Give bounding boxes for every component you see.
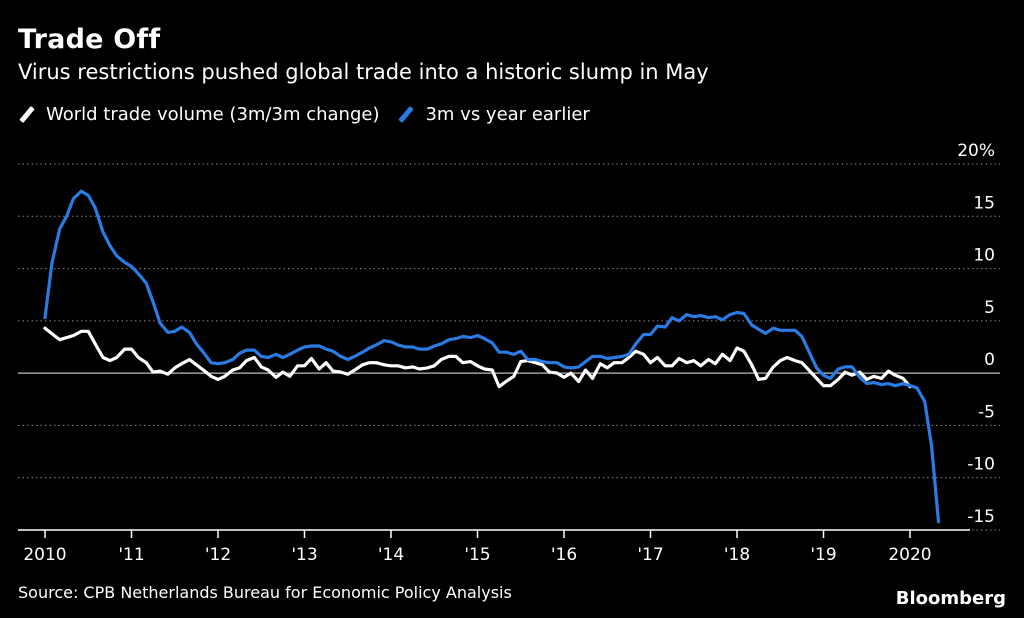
tick-labels: 20% 15 10 5 0 -5 -10 -15 2010 '11 '12 '13 '14 '15 '16 '… (23, 141, 995, 565)
legend-item-year-earlier: 3m vs year earlier (397, 104, 590, 125)
legend-item-world-trade: World trade volume (3m/3m change) (18, 104, 379, 125)
x-tick-label: '12 (205, 545, 231, 565)
x-tick-label: '19 (810, 545, 836, 565)
grid-layer (18, 163, 1000, 531)
series-layer (43, 189, 941, 524)
x-tick-label: '15 (464, 545, 490, 565)
legend: World trade volume (3m/3m change) 3m vs … (18, 104, 608, 125)
y-tick-label: 15 (973, 193, 995, 213)
x-tick-label: '13 (291, 545, 317, 565)
x-axis (18, 529, 970, 538)
x-tick-label: '16 (551, 545, 577, 565)
series-line-world-trade (43, 326, 912, 389)
series-line-year-earlier (43, 189, 941, 524)
x-tick-label: 2020 (888, 545, 931, 565)
legend-label-world-trade: World trade volume (3m/3m change) (46, 104, 380, 125)
y-tick-label: -15 (967, 507, 995, 527)
y-tick-label: -5 (978, 402, 995, 422)
x-tick-label: '14 (378, 545, 404, 565)
y-tick-label: 10 (973, 246, 995, 266)
chart-subtitle: Virus restrictions pushed global trade i… (18, 60, 709, 84)
legend-label-year-earlier: 3m vs year earlier (425, 104, 590, 125)
x-tick-label: '11 (118, 545, 144, 565)
y-tick-label: 5 (984, 298, 995, 318)
x-tick-label: 2010 (23, 545, 66, 565)
source-note: Source: CPB Netherlands Bureau for Econo… (18, 583, 512, 602)
bloomberg-logo: Bloomberg (895, 588, 1006, 609)
y-tick-label: 20% (957, 141, 995, 161)
y-tick-label: 0 (984, 350, 995, 370)
x-tick-label: '18 (724, 545, 750, 565)
y-tick-label: -10 (967, 455, 995, 475)
x-tick-label: '17 (637, 545, 663, 565)
chart-title: Trade Off (18, 24, 161, 55)
